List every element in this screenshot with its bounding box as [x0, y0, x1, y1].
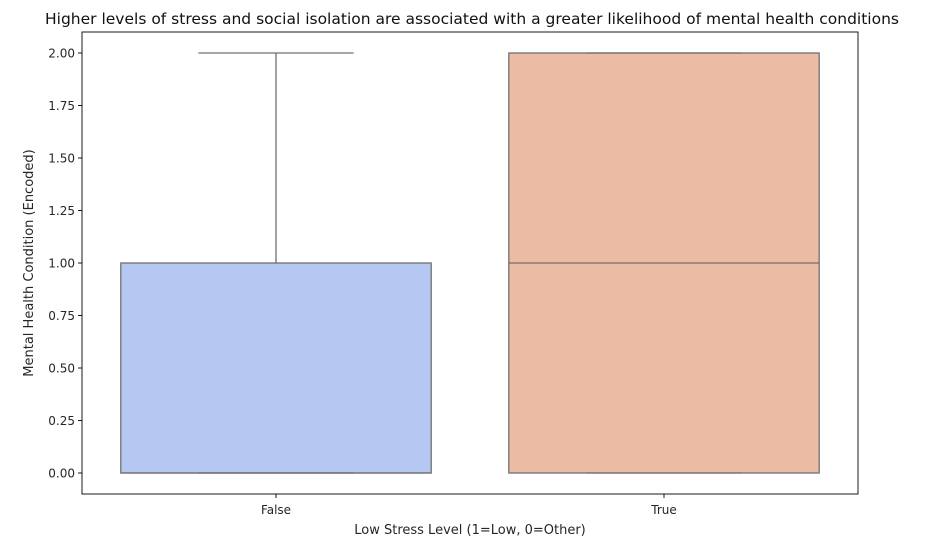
y-axis-label: Mental Health Condition (Encoded) — [22, 149, 37, 376]
x-tick-label: False — [261, 503, 291, 517]
box-iqr — [120, 262, 432, 474]
box-series — [120, 52, 820, 474]
y-tick-label: 0.00 — [48, 466, 75, 480]
y-tick-label: 0.25 — [48, 414, 75, 428]
y-tick-label: 2.00 — [48, 46, 75, 60]
y-tick-label: 1.50 — [48, 151, 75, 165]
y-tick-label: 1.00 — [48, 256, 75, 270]
y-tick-label: 1.25 — [48, 204, 75, 218]
x-tick-label: True — [650, 503, 677, 517]
y-axis: 0.00 0.25 0.50 0.75 1.00 1.25 1.50 1.75 2.00 — [48, 46, 82, 480]
chart-title: Higher levels of stress and social isola… — [45, 10, 899, 28]
y-tick-label: 1.75 — [48, 99, 75, 113]
x-axis: False True — [261, 494, 677, 517]
y-tick-label: 0.75 — [48, 309, 75, 323]
box-group-false — [120, 52, 432, 474]
box-group-true — [508, 52, 820, 474]
x-axis-label: Low Stress Level (1=Low, 0=Other) — [354, 523, 586, 538]
y-tick-label: 0.50 — [48, 361, 75, 375]
